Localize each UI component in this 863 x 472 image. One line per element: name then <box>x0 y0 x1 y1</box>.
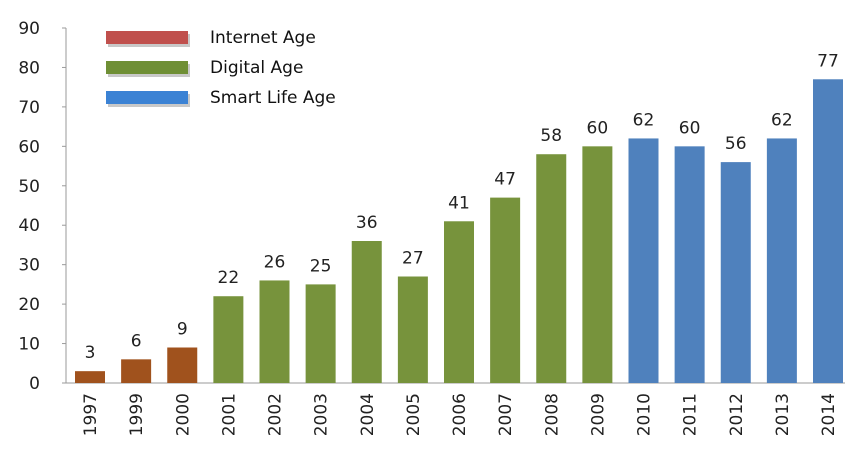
y-tick-label: 30 <box>18 256 40 276</box>
data-label-1997: 3 <box>85 343 96 363</box>
data-label-2008: 58 <box>540 126 562 146</box>
data-label-2002: 26 <box>264 252 286 272</box>
y-tick-label: 40 <box>18 216 40 236</box>
x-tick-label-2004: 2004 <box>358 393 378 436</box>
data-label-1999: 6 <box>131 331 142 351</box>
legend: Internet Age Digital Age Smart Life Age <box>106 28 336 108</box>
data-label-2013: 62 <box>771 110 793 130</box>
y-tick-label: 90 <box>18 19 40 39</box>
data-label-2011: 60 <box>679 118 701 138</box>
x-tick-label-2006: 2006 <box>450 393 470 436</box>
bar-2010 <box>628 138 659 383</box>
bar-2014 <box>813 79 843 384</box>
y-tick-label: 70 <box>18 98 40 118</box>
bar-2008 <box>536 154 567 383</box>
bar-2000 <box>167 347 198 383</box>
data-label-2007: 47 <box>494 170 516 190</box>
x-axis-labels: 1997 1999 2000 2001 2002 2003 2004 2005 2006 2007… <box>81 393 839 436</box>
bar-2005 <box>397 276 428 383</box>
data-label-2010: 62 <box>633 110 655 130</box>
x-tick-label-1997: 1997 <box>81 393 101 436</box>
data-label-2004: 36 <box>356 213 378 233</box>
x-tick-label-1999: 1999 <box>127 393 147 436</box>
bar-2011 <box>674 146 705 383</box>
y-tick-label: 60 <box>18 137 40 157</box>
data-label-2014: 77 <box>817 51 839 71</box>
x-tick-label-2007: 2007 <box>496 393 516 436</box>
legend-swatch-digital <box>106 61 188 74</box>
bar-2004 <box>351 241 382 383</box>
data-label-2001: 22 <box>218 268 240 288</box>
legend-label-digital: Digital Age <box>210 58 303 78</box>
x-tick-label-2013: 2013 <box>773 393 793 436</box>
bar-2006 <box>444 221 474 383</box>
data-label-2006: 41 <box>448 193 470 213</box>
bar-2007 <box>490 197 521 383</box>
bar-2002 <box>259 280 290 383</box>
data-label-2005: 27 <box>402 249 424 269</box>
x-tick-label-2001: 2001 <box>219 393 239 436</box>
x-tick-label-2002: 2002 <box>266 393 286 436</box>
legend-swatch-smart <box>106 91 188 104</box>
bar-2013 <box>766 138 797 383</box>
legend-swatch-internet <box>106 31 188 44</box>
x-tick-label-2014: 2014 <box>819 393 839 436</box>
y-tick-label: 50 <box>18 177 40 197</box>
data-label-2000: 9 <box>177 320 188 340</box>
bars <box>75 79 843 384</box>
x-tick-label-2008: 2008 <box>542 393 562 436</box>
x-tick-label-2000: 2000 <box>173 393 193 436</box>
x-tick-label-2011: 2011 <box>681 393 701 436</box>
data-label-2012: 56 <box>725 134 747 154</box>
y-tick-label: 20 <box>18 295 40 315</box>
legend-label-smart: Smart Life Age <box>210 88 336 108</box>
x-tick-label-2010: 2010 <box>635 393 655 436</box>
bar-2009 <box>582 146 613 383</box>
legend-label-internet: Internet Age <box>210 28 316 48</box>
data-label-2009: 60 <box>587 118 609 138</box>
bar-2001 <box>213 296 244 383</box>
bar-2012 <box>720 162 751 383</box>
bar-2003 <box>305 284 336 383</box>
y-tick-label: 80 <box>18 58 40 78</box>
y-tick-label: 10 <box>18 335 40 355</box>
x-tick-label-2012: 2012 <box>727 393 747 436</box>
bar-1999 <box>121 359 152 383</box>
bar-1997 <box>75 371 105 383</box>
x-tick-label-2003: 2003 <box>312 393 332 436</box>
x-tick-label-2005: 2005 <box>404 393 424 436</box>
x-tick-label-2009: 2009 <box>588 393 608 436</box>
y-tick-label: 0 <box>29 374 40 394</box>
data-label-2003: 25 <box>310 256 332 276</box>
